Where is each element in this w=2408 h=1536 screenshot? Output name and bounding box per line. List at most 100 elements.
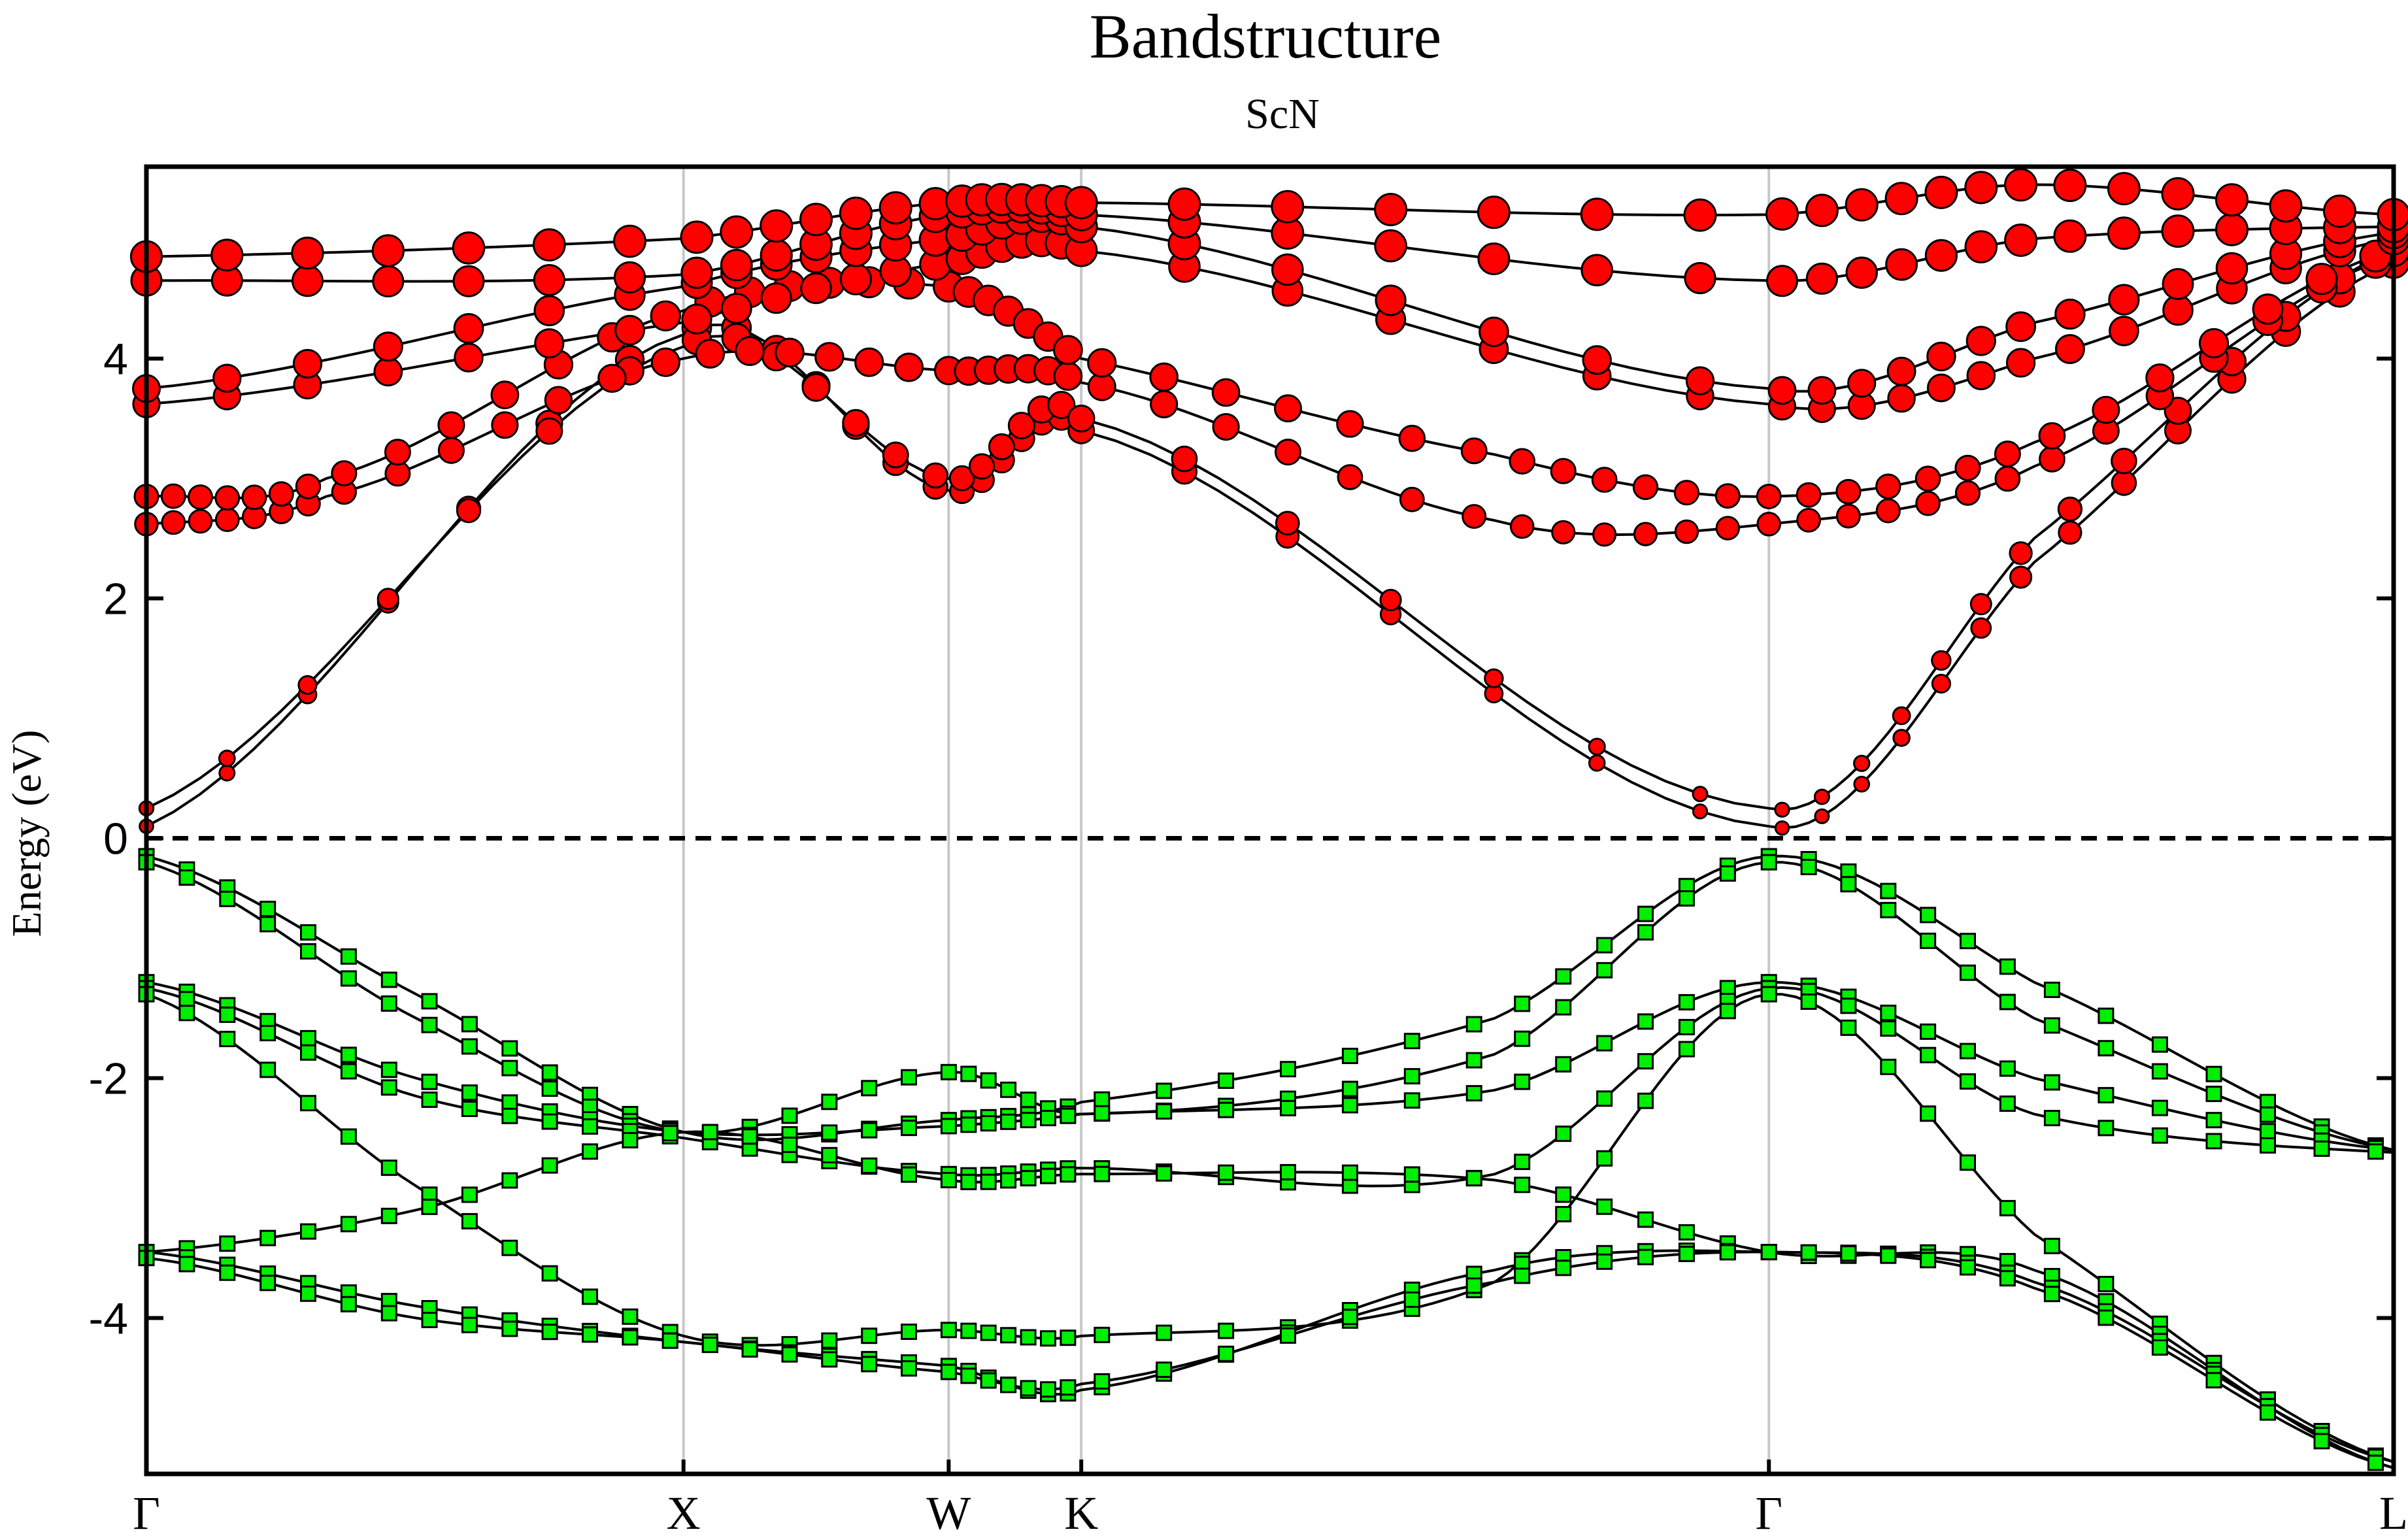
valence-marker	[781, 1137, 798, 1153]
valence-marker	[501, 1040, 518, 1057]
valence-marker	[340, 1128, 357, 1145]
valence-marker	[1960, 1154, 1976, 1171]
valence-marker	[622, 1132, 639, 1148]
conduction-marker	[1509, 514, 1535, 539]
valence-marker	[1156, 1324, 1173, 1341]
valence-marker	[1000, 1113, 1017, 1130]
valence-marker	[1596, 937, 1613, 954]
conduction-marker	[1714, 483, 1741, 509]
conduction-marker	[1591, 467, 1618, 493]
conduction-marker	[1087, 348, 1117, 378]
conduction-marker	[2006, 348, 2036, 378]
conduction-marker	[1374, 229, 1407, 263]
conduction-marker	[1460, 437, 1488, 465]
valence-marker	[421, 1073, 438, 1090]
valence-marker	[1637, 924, 1654, 941]
valence-marker	[501, 1172, 518, 1189]
conduction-marker	[1915, 490, 1941, 516]
valence-marker	[1999, 1199, 2016, 1216]
conduction-marker	[1805, 193, 1839, 227]
valence-marker	[1218, 1072, 1235, 1089]
conduction-marker	[2323, 194, 2356, 228]
conduction-marker	[188, 484, 213, 510]
conduction-marker	[491, 411, 519, 439]
valence-marker	[461, 1084, 478, 1101]
valence-marker	[1800, 1244, 1817, 1261]
valence-marker	[219, 1007, 236, 1023]
conduction-marker	[1926, 341, 1956, 372]
conduction-marker	[1379, 588, 1402, 612]
valence-marker	[1760, 854, 1777, 871]
valence-marker	[1840, 997, 1857, 1014]
valence-marker	[1060, 1329, 1077, 1346]
conduction-marker	[292, 265, 324, 297]
conduction-marker	[1875, 473, 1901, 499]
valence-marker	[1999, 958, 2016, 975]
valence-marker	[1637, 905, 1654, 922]
valence-marker	[1880, 882, 1897, 899]
valence-marker	[622, 1308, 639, 1325]
conduction-marker	[1774, 801, 1790, 818]
valence-marker	[300, 1285, 316, 1302]
valence-marker	[380, 1160, 397, 1177]
y-tick-label: 2	[103, 575, 128, 624]
valence-marker	[1341, 1309, 1358, 1326]
conduction-marker	[1924, 239, 1958, 272]
conduction-marker	[720, 248, 753, 282]
valence-marker	[1920, 1252, 1937, 1269]
valence-marker	[1465, 1085, 1482, 1102]
conduction-marker	[1774, 820, 1790, 836]
conduction-marker	[1692, 786, 1709, 803]
conduction-marker	[1756, 484, 1782, 510]
conduction-marker	[1966, 361, 1996, 391]
conduction-marker	[1271, 190, 1305, 224]
valence-marker	[259, 901, 276, 918]
conduction-marker	[1479, 316, 1509, 348]
valence-marker	[1719, 1003, 1736, 1020]
conduction-marker	[456, 498, 482, 524]
conduction-marker	[801, 373, 831, 402]
valence-marker	[1403, 1291, 1420, 1308]
conduction-marker	[720, 293, 752, 324]
conduction-marker	[1484, 668, 1504, 689]
valence-marker	[960, 1322, 977, 1339]
valence-marker	[980, 1173, 997, 1190]
conduction-marker	[1509, 448, 1535, 475]
valence-marker	[461, 1212, 478, 1229]
valence-marker	[1840, 1245, 1857, 1262]
valence-marker	[582, 1143, 598, 1160]
valence-marker	[1280, 1099, 1296, 1116]
conduction-marker	[1931, 673, 1951, 694]
valence-marker	[701, 1124, 718, 1141]
conduction-marker	[775, 337, 805, 368]
conduction-marker	[297, 675, 318, 695]
valence-marker	[821, 1332, 838, 1349]
conduction-marker	[1274, 394, 1302, 423]
conduction-marker	[760, 239, 793, 272]
conduction-marker	[2053, 169, 2087, 203]
valence-marker	[1719, 865, 1736, 882]
conduction-marker	[2009, 541, 2033, 565]
valence-marker	[940, 1363, 957, 1380]
conduction-marker	[1884, 182, 1918, 216]
valence-marker	[541, 1324, 558, 1341]
valence-marker	[1514, 1177, 1531, 1194]
valence-marker	[960, 1173, 977, 1190]
valence-marker	[541, 1113, 558, 1130]
valence-marker	[1514, 1030, 1531, 1047]
valence-marker	[421, 1016, 438, 1033]
valence-marker	[1596, 1198, 1613, 1215]
valence-marker	[1000, 1172, 1017, 1189]
conduction-marker	[241, 484, 267, 510]
conduction-marker	[1633, 522, 1658, 546]
conduction-marker	[1994, 465, 2021, 492]
valence-marker	[940, 1063, 957, 1080]
valence-marker	[661, 1332, 678, 1349]
valence-marker	[1960, 964, 1976, 981]
valence-marker	[582, 1288, 598, 1305]
conduction-marker	[1964, 171, 1998, 205]
conduction-marker	[452, 231, 486, 265]
valence-marker	[1880, 901, 1897, 918]
conduction-marker	[373, 357, 403, 387]
x-tick-label: K	[1064, 1487, 1098, 1536]
